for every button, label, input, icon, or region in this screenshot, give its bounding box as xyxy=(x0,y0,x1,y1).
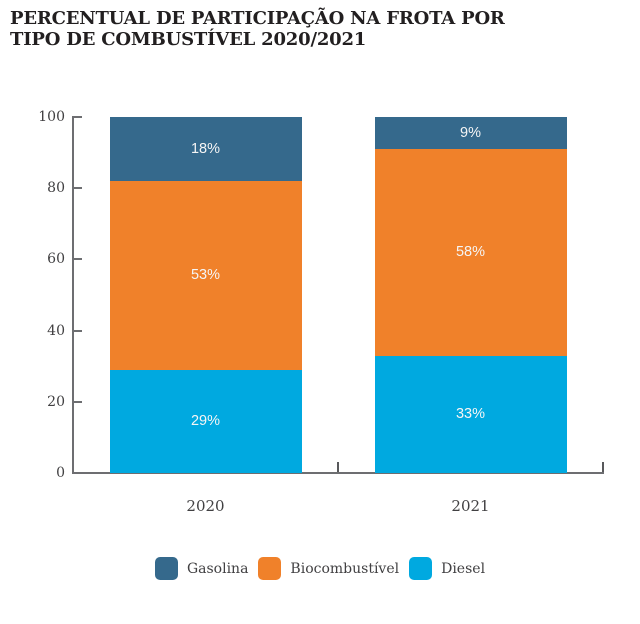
legend-item-label: Biocombustível xyxy=(290,560,400,577)
y-axis-tick-label: 80 xyxy=(47,180,65,197)
bar-segment-gasolina-2020: 18% xyxy=(109,117,302,182)
x-axis-tick-mark xyxy=(602,462,604,472)
legend-swatch-icon xyxy=(258,557,282,580)
bar-segment-diesel-2020: 29% xyxy=(109,369,302,473)
legend-swatch-icon xyxy=(154,557,178,580)
legend-swatch-icon xyxy=(409,557,433,580)
bar-2020: 29% 53% 18% xyxy=(109,117,302,473)
bar-segment-value-label: 58% xyxy=(455,244,486,261)
x-axis xyxy=(72,472,604,474)
y-axis-tick-label: 20 xyxy=(47,393,65,410)
y-axis-tick-label: 40 xyxy=(47,322,65,339)
bar-segment-value-label: 18% xyxy=(190,141,221,158)
y-axis-tick-label: 60 xyxy=(47,251,65,268)
y-axis-tick-mark xyxy=(73,258,82,261)
bar-2021: 33% 58% 9% xyxy=(374,117,567,473)
bar-segment-value-label: 53% xyxy=(190,267,221,284)
y-axis-tick-mark xyxy=(73,400,82,403)
chart-title: PERCENTUAL DE PARTICIPAÇÃO NA FROTA POR … xyxy=(10,8,505,50)
y-axis-tick-label: 0 xyxy=(56,465,65,481)
x-axis-tick-mark xyxy=(337,462,339,472)
bar-segment-biocombustível-2021: 58% xyxy=(374,149,567,356)
chart-legend: Gasolina Biocombustível Diesel xyxy=(0,557,640,580)
legend-item-biocombustível: Biocombustível xyxy=(258,557,399,580)
bar-segment-value-label: 9% xyxy=(460,125,481,142)
y-axis-tick-mark xyxy=(73,187,82,190)
bar-segment-value-label: 33% xyxy=(455,406,486,423)
y-axis xyxy=(72,116,74,474)
bar-segment-gasolina-2021: 9% xyxy=(374,117,567,150)
legend-item-gasolina: Gasolina xyxy=(154,557,249,580)
bar-segment-biocombustível-2020: 53% xyxy=(109,181,302,370)
bar-segment-value-label: 29% xyxy=(190,413,221,430)
y-axis-tick-label: 100 xyxy=(38,109,65,125)
y-axis-tick-mark xyxy=(73,329,82,332)
bar-segment-diesel-2021: 33% xyxy=(374,355,567,473)
x-axis-category-label: 2021 xyxy=(451,497,490,515)
y-axis-tick-mark xyxy=(73,116,82,118)
legend-item-label: Diesel xyxy=(441,560,486,577)
legend-item-label: Gasolina xyxy=(186,560,249,577)
x-axis-category-label: 2020 xyxy=(186,497,225,515)
legend-item-diesel: Diesel xyxy=(409,557,485,580)
